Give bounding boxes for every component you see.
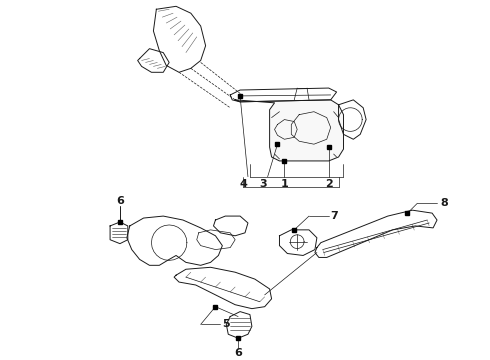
Text: 4: 4 bbox=[239, 179, 247, 189]
Text: 5: 5 bbox=[222, 319, 230, 329]
Text: 1: 1 bbox=[280, 179, 288, 189]
Text: 3: 3 bbox=[259, 179, 267, 189]
Text: 6: 6 bbox=[234, 348, 242, 358]
Text: 7: 7 bbox=[331, 211, 339, 221]
Text: 6: 6 bbox=[116, 196, 124, 206]
Text: 8: 8 bbox=[440, 198, 448, 208]
Text: 2: 2 bbox=[325, 179, 333, 189]
Polygon shape bbox=[235, 100, 343, 161]
